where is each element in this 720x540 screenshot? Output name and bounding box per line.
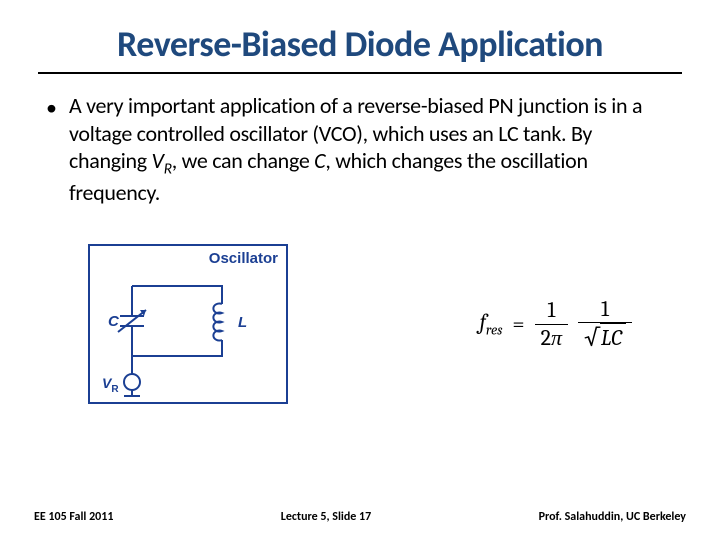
content-row: Oscillator bbox=[38, 244, 682, 404]
frac-2: 1 √ LC bbox=[578, 296, 632, 353]
slide-title: Reverse-Biased Diode Application bbox=[38, 22, 682, 74]
bullet-item: • A very important application of a reve… bbox=[38, 92, 682, 206]
circuit-diagram: Oscillator bbox=[88, 244, 288, 404]
vr-label: VR bbox=[102, 375, 119, 395]
formula: fres = 1 2π 1 √ LC bbox=[480, 296, 662, 353]
sqrt: √ LC bbox=[584, 323, 626, 353]
footer-center: Lecture 5, Slide 17 bbox=[281, 510, 371, 524]
circuit-svg: C L VR bbox=[102, 276, 278, 401]
bullet-c: C bbox=[314, 147, 325, 174]
c-label: C bbox=[108, 313, 120, 330]
l-label: L bbox=[238, 314, 247, 331]
bullet-text: A very important application of a revers… bbox=[69, 92, 674, 206]
oscillator-label: Oscillator bbox=[209, 250, 278, 267]
formula-lhs: fres bbox=[480, 309, 503, 338]
footer-left: EE 105 Fall 2011 bbox=[34, 510, 113, 524]
formula-eq: = bbox=[512, 311, 524, 337]
slide: Reverse-Biased Diode Application • A ver… bbox=[0, 0, 720, 540]
footer: EE 105 Fall 2011 Lecture 5, Slide 17 Pro… bbox=[0, 510, 720, 524]
bullet-vr: VR bbox=[152, 147, 172, 174]
frac-1: 1 2π bbox=[535, 297, 568, 351]
bullet-mid1: , we can change bbox=[172, 147, 314, 174]
footer-right: Prof. Salahuddin, UC Berkeley bbox=[539, 510, 686, 524]
bullet-marker: • bbox=[46, 92, 57, 122]
